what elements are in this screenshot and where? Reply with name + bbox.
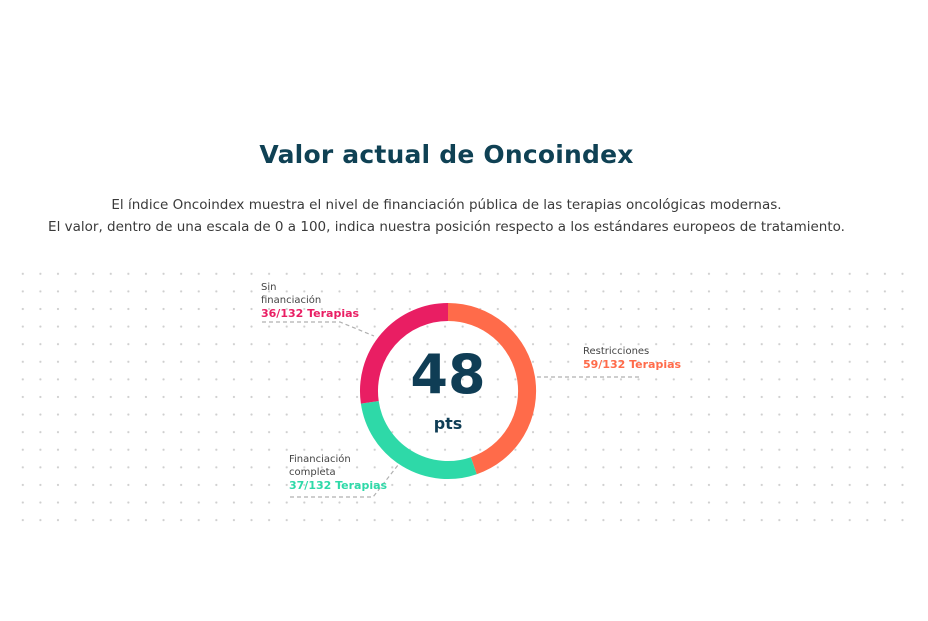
label-value: 36/132 Terapias (261, 307, 360, 320)
leader-line-sin-financiacion (262, 321, 375, 337)
gauge-value: 48 (410, 343, 486, 406)
label-value: 59/132 Terapias (583, 358, 682, 371)
segment-financiacion-completa[interactable] (360, 400, 477, 479)
label-financiacion-completa: Financiación completa 37/132 Terapias (289, 453, 387, 492)
segment-sin-financiacion[interactable] (360, 303, 449, 404)
label-title: Financiación (289, 454, 351, 465)
label-subtitle: completa (289, 467, 336, 478)
label-value: 37/132 Terapias (289, 479, 388, 492)
donut-segments (360, 303, 537, 479)
page-title: Valor actual de Oncoindex (259, 140, 634, 169)
segment-restricciones[interactable] (447, 303, 537, 475)
label-title: Sin (261, 282, 277, 293)
description-line-2: El valor, dentro de una escala de 0 a 10… (48, 219, 845, 235)
label-restricciones: Restricciones 59/132 Terapias (583, 345, 681, 371)
label-subtitle: financiación (261, 295, 322, 306)
description-line-1: El índice Oncoindex muestra el nivel de … (111, 197, 782, 213)
label-sin-financiacion: Sin financiación 36/132 Terapias (261, 281, 359, 320)
leader-line-financiacion-completa (290, 459, 403, 498)
label-title: Restricciones (583, 346, 650, 357)
gauge-unit: pts (433, 414, 463, 433)
